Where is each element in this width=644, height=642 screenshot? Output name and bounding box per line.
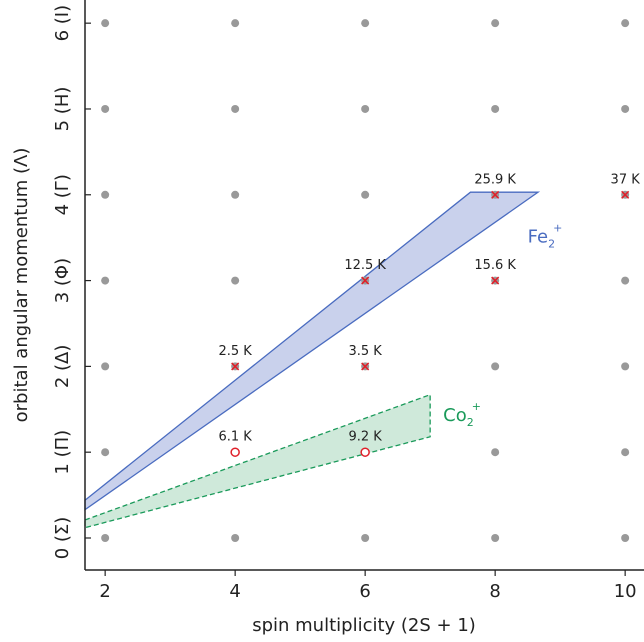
lattice-point: [361, 19, 370, 28]
point-label: 2.5 K: [218, 344, 252, 359]
region-label-main: Fe: [528, 227, 548, 248]
lattice-point: [101, 190, 110, 199]
lattice-point: [621, 533, 630, 542]
region-label: Co2 +: [443, 400, 481, 429]
lattice-point: [101, 448, 110, 457]
y-tick-label: 6 (I): [52, 5, 73, 42]
lattice-point: [621, 104, 630, 113]
region-label-main: Co: [443, 405, 467, 426]
lattice-point: [231, 104, 240, 113]
lattice-point: [231, 276, 240, 285]
x-axis-label: spin multiplicity (2S + 1): [252, 615, 476, 636]
lattice-point: [621, 19, 630, 28]
point-label: 15.6 K: [474, 258, 516, 273]
x-tick-label: 2: [99, 581, 110, 602]
point-label: 3.5 K: [348, 344, 382, 359]
y-tick-label: 2 (Δ): [52, 345, 73, 389]
lattice-point: [621, 276, 630, 285]
x-tick-label: 4: [229, 581, 240, 602]
point-label: 37 K: [611, 172, 641, 187]
region-label-sup: +: [472, 400, 481, 413]
lattice-point: [101, 533, 110, 542]
x-marker: [361, 276, 370, 285]
region-label-sub: 2: [467, 416, 474, 429]
region-label-sub: 2: [548, 238, 555, 251]
circle-marker: [230, 447, 240, 457]
region-label: Fe2 +: [528, 222, 563, 251]
point-label: 25.9 K: [474, 172, 516, 187]
lattice-point: [491, 19, 500, 28]
circle-marker: [360, 447, 370, 457]
lattice-point: [361, 190, 370, 199]
y-tick-label: 3 (Φ): [52, 258, 73, 303]
lattice-point: [101, 362, 110, 371]
lattice-point: [231, 190, 240, 199]
y-tick-label: 5 (H): [52, 87, 73, 132]
y-tick-label: 4 (Γ): [52, 174, 73, 215]
lattice-point: [231, 19, 240, 28]
lattice-point: [491, 533, 500, 542]
lattice-point: [101, 104, 110, 113]
x-marker: [621, 190, 630, 199]
lattice-point: [361, 533, 370, 542]
point-label: 12.5 K: [344, 258, 386, 273]
x-marker: [491, 190, 500, 199]
lattice-point: [101, 19, 110, 28]
lattice-point: [361, 104, 370, 113]
x-tick-label: 8: [489, 581, 500, 602]
y-tick-label: 1 (Π): [52, 430, 73, 475]
lattice-point: [491, 448, 500, 457]
y-axis-label: orbital angular momentum (Λ): [11, 148, 32, 423]
point-label: 6.1 K: [218, 430, 252, 445]
point-label: 9.2 K: [348, 430, 382, 445]
lattice-point: [621, 362, 630, 371]
y-tick-label: 0 (Σ): [52, 517, 73, 560]
x-tick-label: 10: [614, 581, 637, 602]
x-marker: [361, 362, 370, 371]
lattice-point: [491, 104, 500, 113]
x-tick-label: 6: [359, 581, 370, 602]
x-marker: [231, 362, 240, 371]
lattice-point: [231, 533, 240, 542]
lattice-point: [491, 362, 500, 371]
region-label-sup: +: [553, 222, 562, 235]
lattice-point: [621, 448, 630, 457]
lattice-point: [101, 276, 110, 285]
x-marker: [491, 276, 500, 285]
